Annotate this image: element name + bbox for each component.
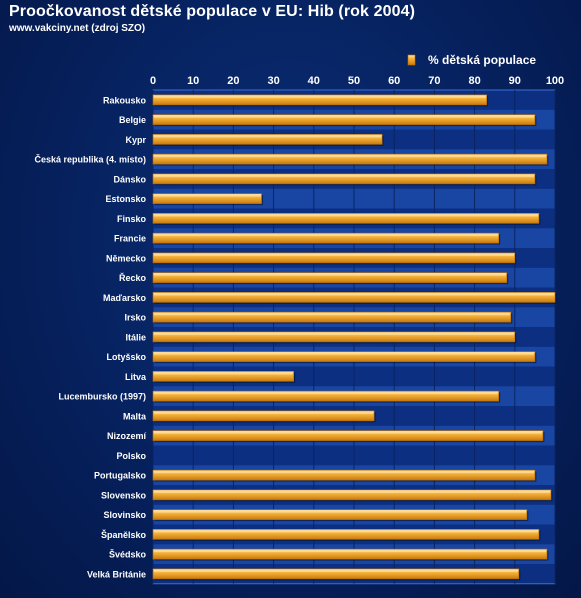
chart-title: Proočkovanost dětské populace v EU: Hib … (9, 3, 416, 20)
bar-highlight (154, 234, 498, 237)
bar (152, 153, 548, 165)
category-label: Řecko (119, 272, 147, 283)
bar (152, 489, 552, 501)
bar (152, 252, 516, 264)
x-tick-label: 100 (546, 75, 564, 87)
bar-highlight (154, 411, 374, 414)
bar (152, 390, 500, 402)
bar (152, 469, 536, 481)
bar (152, 548, 548, 560)
bar (152, 331, 516, 343)
bar-highlight (154, 431, 542, 434)
y-axis-labels: Rakousko Belgie Kypr Česká republika (4. mí… (34, 95, 147, 579)
bar (152, 410, 375, 422)
x-axis-ticks: 0 10 20 30 40 50 60 70 80 90 100 (150, 75, 564, 87)
bar (152, 94, 487, 106)
category-label: Lotyšsko (106, 352, 146, 362)
category-label: Irsko (124, 313, 146, 323)
bar-highlight (154, 253, 514, 256)
bar-highlight (154, 510, 526, 513)
category-label: Itálie (125, 332, 146, 342)
chart-subtitle: www.vakciny.net (zdroj SZO) (9, 23, 146, 34)
legend-swatch (407, 54, 416, 66)
x-tick-label: 50 (348, 75, 360, 87)
bar-highlight (154, 174, 534, 177)
bar (152, 509, 528, 520)
category-label: Dánsko (113, 174, 146, 184)
bar (152, 351, 536, 362)
x-tick-label: 60 (388, 75, 400, 87)
bar-highlight (154, 273, 506, 276)
category-label: Polsko (116, 451, 146, 461)
category-label: Francie (114, 234, 146, 244)
x-tick-label: 10 (187, 75, 199, 87)
x-tick-label: 0 (150, 75, 156, 87)
x-tick-label: 70 (428, 75, 440, 87)
category-label: Estonsko (105, 194, 146, 204)
x-tick-label: 30 (267, 75, 279, 87)
legend-label: % dětská populace (428, 53, 536, 67)
category-label: Rakousko (103, 95, 147, 105)
category-label: Portugalsko (94, 471, 147, 481)
bar-highlight (154, 490, 550, 493)
bar (152, 232, 500, 244)
x-tick-label: 90 (509, 75, 521, 87)
bar-highlight (154, 313, 510, 316)
category-label: Španělsko (101, 529, 147, 540)
category-label: Nizozemí (107, 431, 147, 441)
bar-highlight (154, 135, 382, 138)
legend: % dětská populace (407, 53, 536, 67)
x-tick-label: 20 (227, 75, 239, 87)
bar (152, 529, 540, 540)
bar (152, 114, 536, 125)
category-label: Německo (106, 253, 147, 263)
bar-highlight (154, 550, 546, 553)
bar (152, 134, 383, 145)
bar-highlight (154, 115, 534, 118)
bar-highlight (154, 471, 534, 474)
bar (152, 272, 508, 283)
category-label: Malta (123, 411, 147, 421)
category-label: Česká republika (4. místo) (34, 154, 146, 165)
category-label: Kypr (125, 135, 146, 145)
category-label: Lucembursko (1997) (58, 392, 146, 402)
bar-highlight (154, 530, 538, 533)
bar (152, 213, 540, 224)
bar (152, 173, 536, 185)
bar (152, 371, 294, 382)
category-label: Litva (125, 372, 147, 382)
category-label: Slovensko (101, 490, 147, 500)
x-tick-label: 40 (308, 75, 320, 87)
bar-highlight (154, 332, 514, 335)
category-label: Švédsko (109, 549, 147, 560)
bar (152, 292, 556, 303)
bars (152, 94, 557, 581)
category-label: Finsko (117, 214, 147, 224)
category-label: Belgie (119, 115, 146, 125)
category-label: Slovinsko (103, 510, 146, 520)
bar (152, 430, 544, 441)
bar-highlight (154, 352, 534, 355)
bar-highlight (154, 392, 498, 395)
bar-highlight (154, 372, 293, 375)
category-label: Velká Británie (87, 569, 146, 579)
bar-highlight (154, 155, 546, 158)
bar (152, 568, 520, 580)
category-label: Maďarsko (103, 293, 146, 303)
bar (152, 193, 262, 204)
bar-highlight (154, 293, 554, 296)
bar-highlight (154, 95, 486, 98)
bar-highlight (154, 194, 261, 197)
bar (152, 311, 512, 323)
bar-highlight (154, 569, 518, 572)
x-tick-label: 80 (468, 75, 480, 87)
bar-highlight (154, 214, 538, 217)
